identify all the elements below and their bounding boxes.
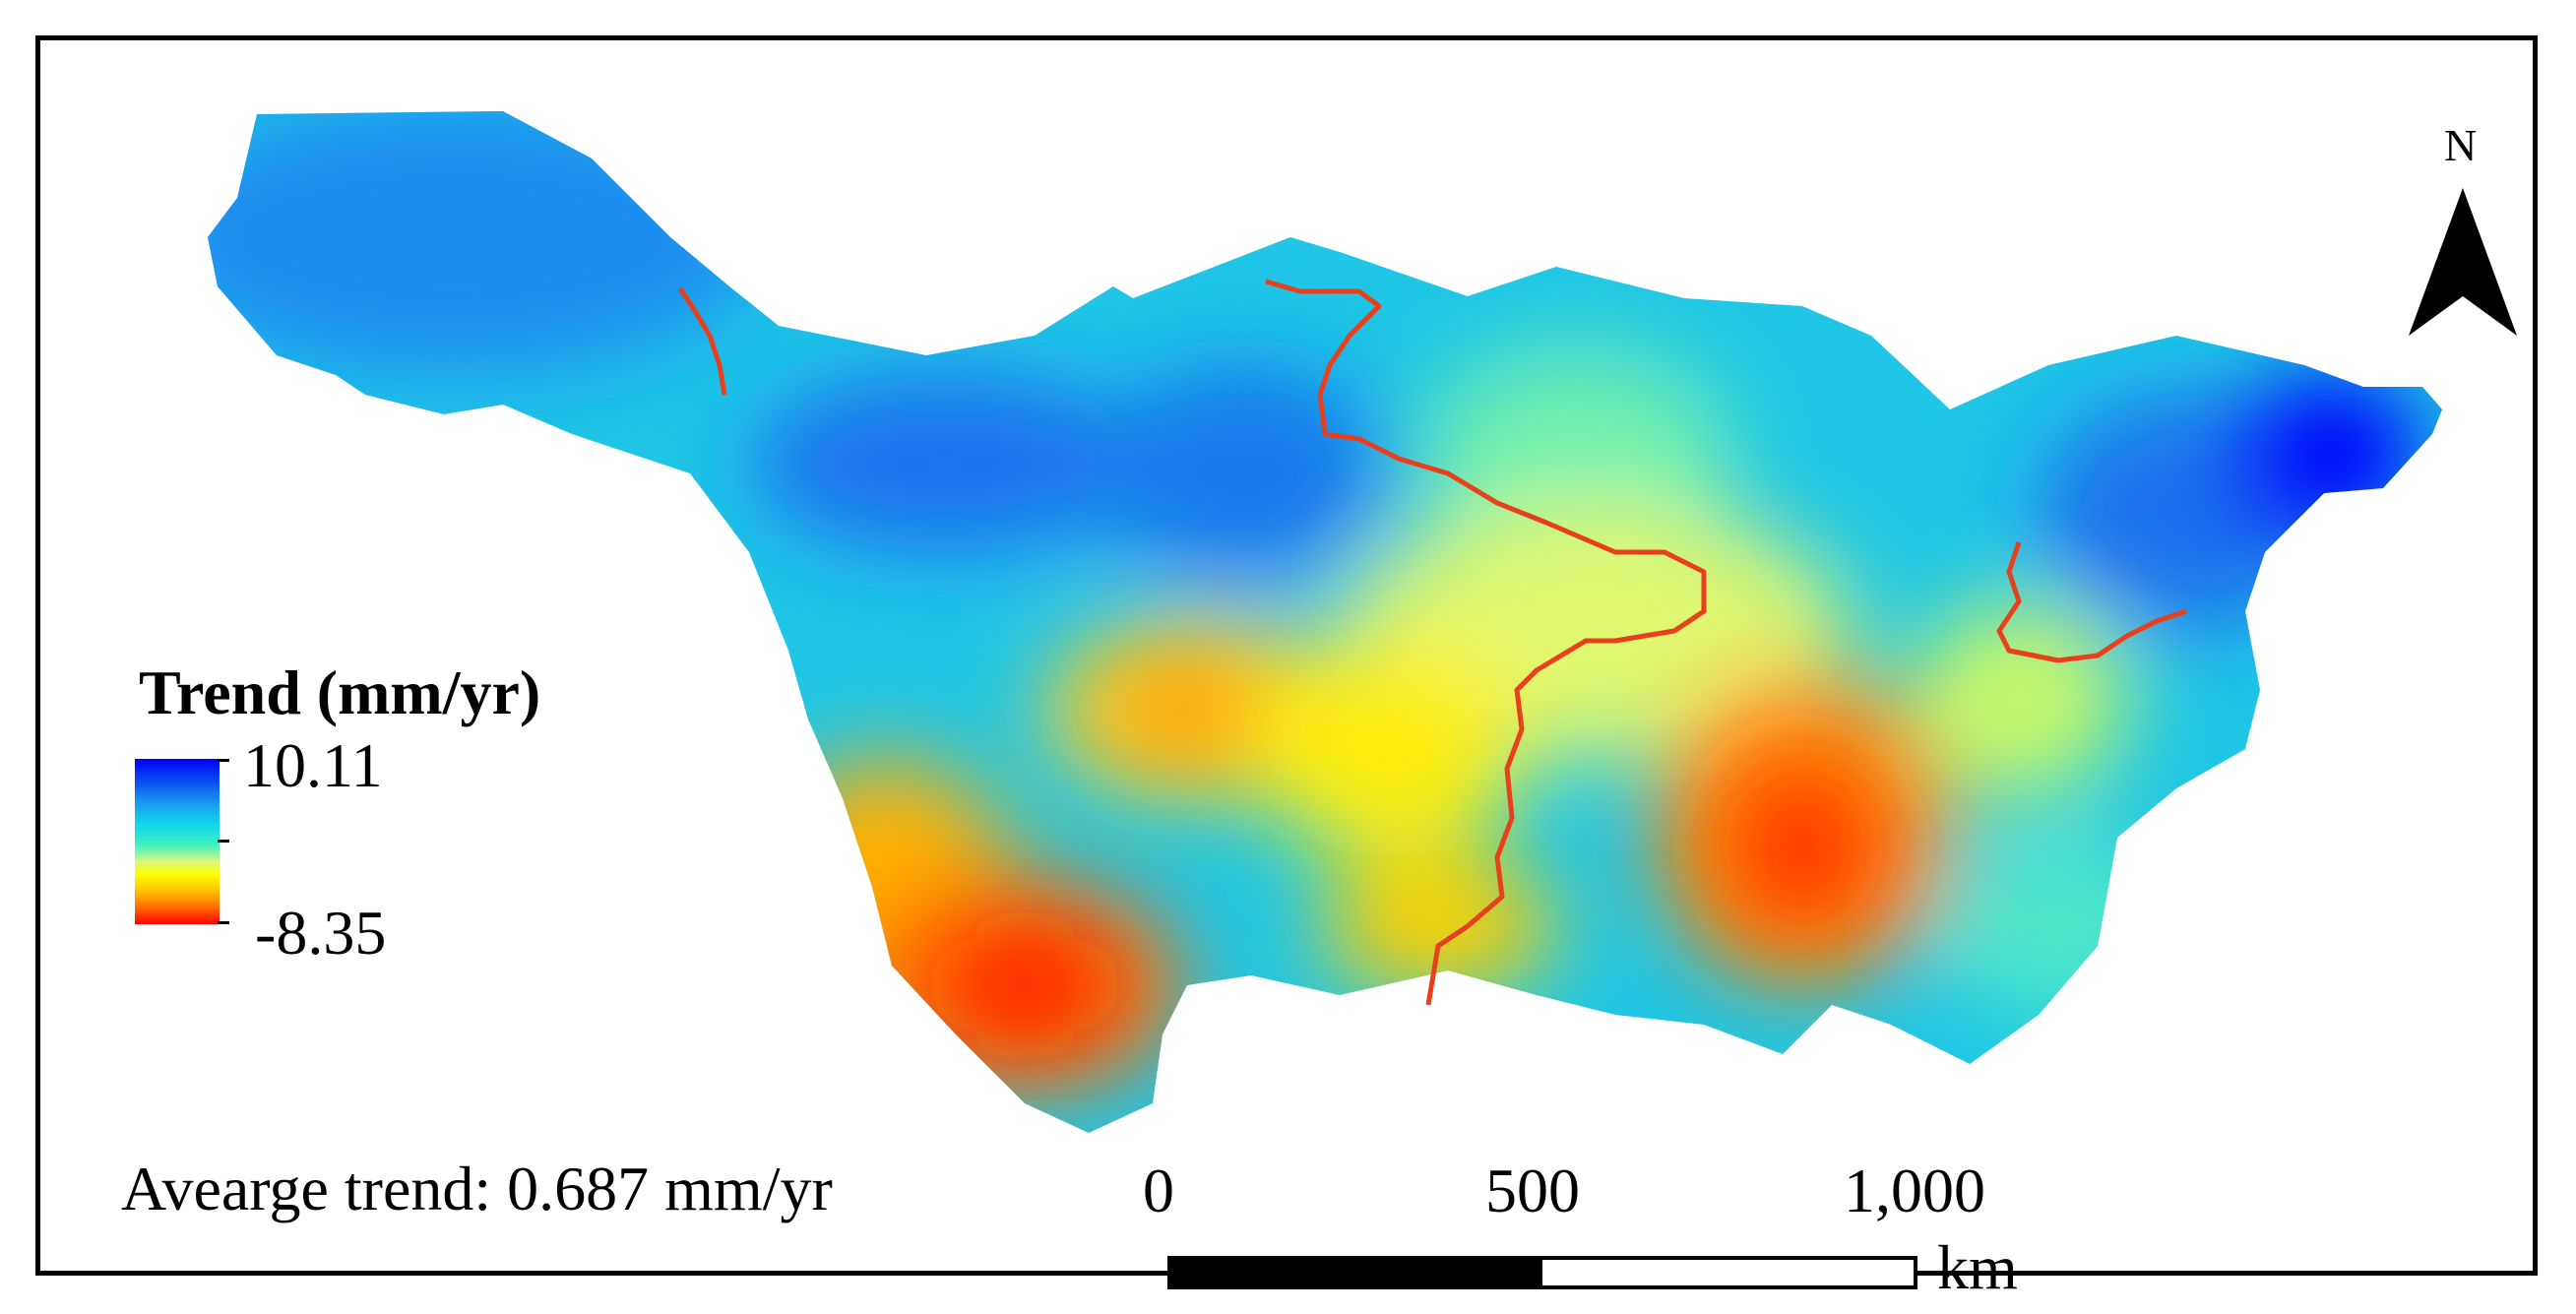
- river-line: [1265, 279, 1707, 1006]
- north-arrow-icon: [2409, 188, 2517, 336]
- scale-label-0: 0: [1143, 1156, 1174, 1225]
- average-trend-text: Avearge trend: 0.687 mm/yr: [121, 1154, 833, 1223]
- scale-label-500: 500: [1485, 1156, 1580, 1225]
- trend-map: [208, 111, 2442, 1133]
- legend-tick-middle: [218, 840, 229, 843]
- map-frame: Trend (mm/yr) 10.11 -8.35 Avearge trend:…: [35, 35, 2538, 1302]
- scale-label-1000: 1,000: [1844, 1156, 1985, 1225]
- legend-tick-bottom: [218, 921, 229, 924]
- scale-bar-black-segment: [1171, 1260, 1542, 1285]
- scale-unit: km: [1937, 1232, 2018, 1302]
- north-label: N: [2444, 120, 2478, 170]
- legend-title: Trend (mm/yr): [139, 657, 541, 727]
- river-line: [1996, 541, 2187, 663]
- legend-min-label: -8.35: [255, 898, 387, 968]
- legend-color-ramp: [135, 759, 220, 924]
- scale-bar: [1167, 1256, 1917, 1289]
- trend-raster: [208, 111, 2442, 1133]
- legend-tick-top: [218, 759, 229, 762]
- legend-max-label: 10.11: [243, 730, 383, 800]
- river-line: [677, 286, 727, 396]
- rivers: [677, 279, 2187, 1006]
